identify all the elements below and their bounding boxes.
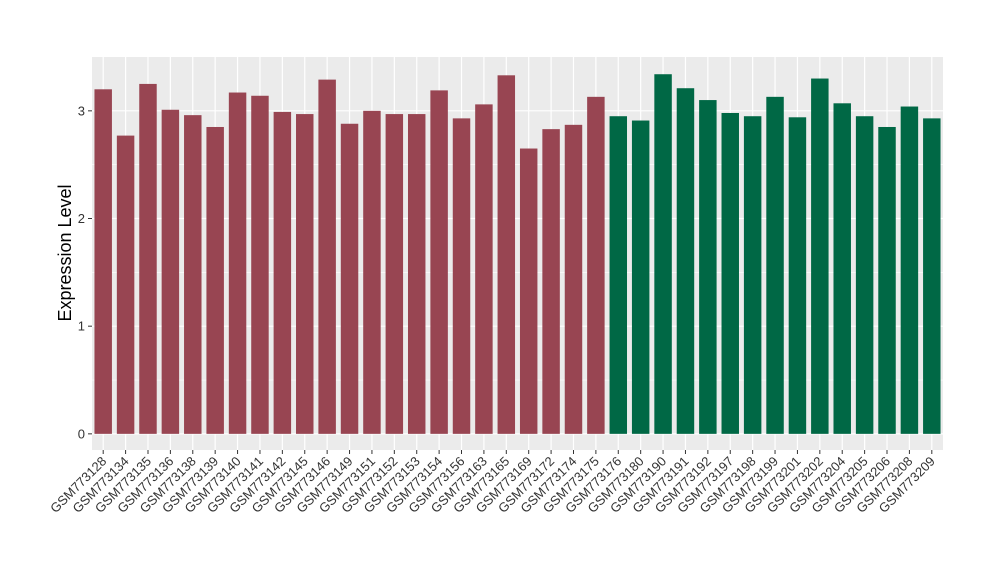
bar-GSM773176 [609,116,628,434]
bar-GSM773201 [788,117,807,434]
bar-GSM773149 [340,123,359,434]
bar-GSM773202 [811,78,829,434]
bars [94,74,941,434]
y-tick-label: 2 [78,211,85,226]
y-axis: 0 1 2 3 [78,103,92,441]
bar-GSM773163 [475,104,493,434]
bar-GSM773169 [519,148,538,434]
bar-GSM773174 [564,124,583,434]
bar-GSM773197 [721,112,739,434]
bar-GSM773156 [452,118,471,434]
y-tick-label: 1 [78,319,85,334]
y-tick-label: 0 [78,426,85,441]
y-axis-title: Expression Level [55,184,75,321]
bar-GSM773139 [206,126,224,434]
bar-GSM773153 [407,114,426,434]
bar-GSM773134 [116,135,135,434]
bar-GSM773146 [318,79,336,434]
bar-GSM773172 [542,129,560,434]
bar-GSM773175 [587,96,605,434]
bar-GSM773190 [654,74,672,434]
bar-GSM773152 [385,114,404,434]
bar-GSM773141 [251,95,269,434]
bar-GSM773140 [228,92,247,434]
bar-GSM773198 [743,116,762,434]
bar-GSM773209 [923,118,941,434]
bar-GSM773204 [833,103,851,434]
bar-GSM773135 [139,83,157,434]
bar-GSM773206 [878,126,896,434]
y-tick-label: 3 [78,103,85,118]
x-axis: GSM773128GSM773134GSM773135GSM773136GSM7… [47,450,938,516]
bar-GSM773138 [184,115,202,434]
bar-GSM773191 [676,88,695,434]
bar-GSM773128 [94,89,112,434]
bar-GSM773142 [273,111,292,434]
bar-GSM773180 [631,120,650,434]
bar-GSM773154 [430,90,448,434]
bar-GSM773199 [766,96,784,434]
bar-GSM773136 [161,109,180,434]
bar-GSM773145 [296,114,314,434]
bar-GSM773151 [363,110,381,434]
bar-GSM773192 [699,100,717,434]
bar-GSM773165 [497,75,516,434]
bar-GSM773208 [900,106,919,434]
bar-GSM773205 [855,116,874,434]
